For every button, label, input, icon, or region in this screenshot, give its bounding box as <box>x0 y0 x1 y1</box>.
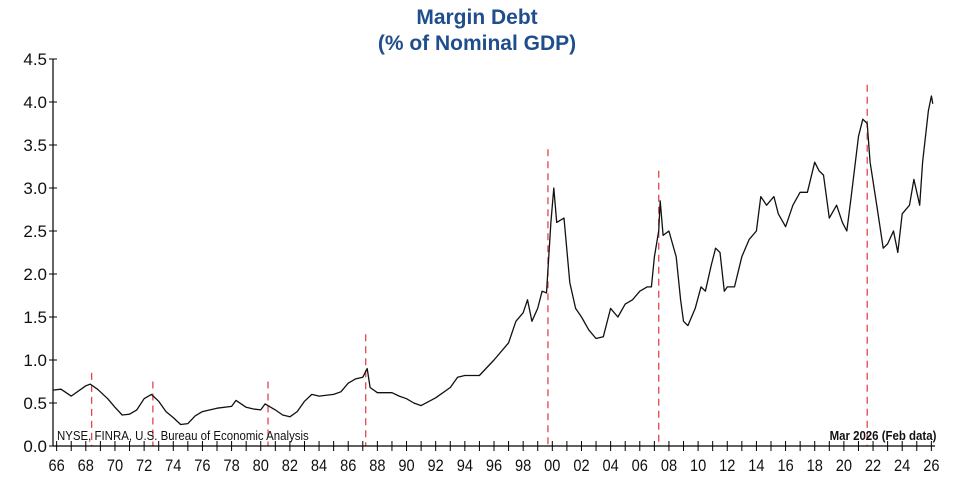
x-tick-label: 24 <box>894 457 910 475</box>
y-tick-label: 0.5 <box>23 394 47 413</box>
x-tick-label: 92 <box>428 457 444 475</box>
margin-debt-line <box>52 95 934 426</box>
y-tick-label: 1.5 <box>23 308 47 327</box>
x-tick-label: 16 <box>777 457 793 475</box>
x-tick-label: 74 <box>165 457 181 475</box>
date-note: Mar 2026 (Feb data) <box>829 428 936 443</box>
x-tick-label: 26 <box>923 457 939 475</box>
x-tick-label: 22 <box>865 457 881 475</box>
y-tick-label: 2.5 <box>23 222 47 241</box>
y-tick-label: 1.0 <box>23 351 47 370</box>
x-tick-label: 08 <box>661 457 677 475</box>
chart-title: Margin Debt <box>416 6 538 29</box>
y-tick-label: 3.5 <box>23 136 47 155</box>
x-tick-label: 94 <box>457 457 473 475</box>
y-tick-label: 4.5 <box>23 50 47 69</box>
x-tick-label: 02 <box>573 457 589 475</box>
x-tick-label: 04 <box>603 457 619 475</box>
x-tick-label: 82 <box>282 457 298 475</box>
x-tick-label: 98 <box>515 457 531 475</box>
chart-subtitle: (% of Nominal GDP) <box>377 32 577 55</box>
x-tick-label: 78 <box>223 457 239 475</box>
y-tick-label: 3.0 <box>23 179 47 198</box>
x-tick-label: 90 <box>398 457 414 475</box>
axes: 0.0 0.5 1.0 1.5 2.0 2.5 3.0 3.5 4.0 4.5 66 68 70 72 74… <box>23 50 939 475</box>
y-tick-label: 4.0 <box>23 93 47 112</box>
x-tick-label: 76 <box>194 457 210 475</box>
x-tick-label: 10 <box>690 457 706 475</box>
x-tick-label: 12 <box>719 457 735 475</box>
y-tick-label: 2.0 <box>23 265 47 284</box>
x-tick-label: 88 <box>369 457 385 475</box>
market-peak-markers <box>90 84 868 446</box>
x-tick-label: 18 <box>807 457 823 475</box>
x-tick-label: 86 <box>340 457 356 475</box>
x-tick-label: 20 <box>836 457 852 475</box>
x-tick-label: 00 <box>544 457 560 475</box>
x-tick-label: 14 <box>748 457 764 475</box>
x-tick-label: 68 <box>78 457 94 475</box>
x-tick-label: 84 <box>311 457 327 475</box>
source-note: NYSE, FINRA, U.S. Bureau of Economic Ana… <box>57 428 309 443</box>
x-tick-label: 70 <box>107 457 123 475</box>
x-tick-label: 96 <box>486 457 502 475</box>
x-tick-label: 06 <box>632 457 648 475</box>
x-tick-label: 66 <box>49 457 65 475</box>
y-tick-label: 0.0 <box>23 437 47 456</box>
x-tick-label: 72 <box>136 457 152 475</box>
x-tick-label: 80 <box>253 457 269 475</box>
